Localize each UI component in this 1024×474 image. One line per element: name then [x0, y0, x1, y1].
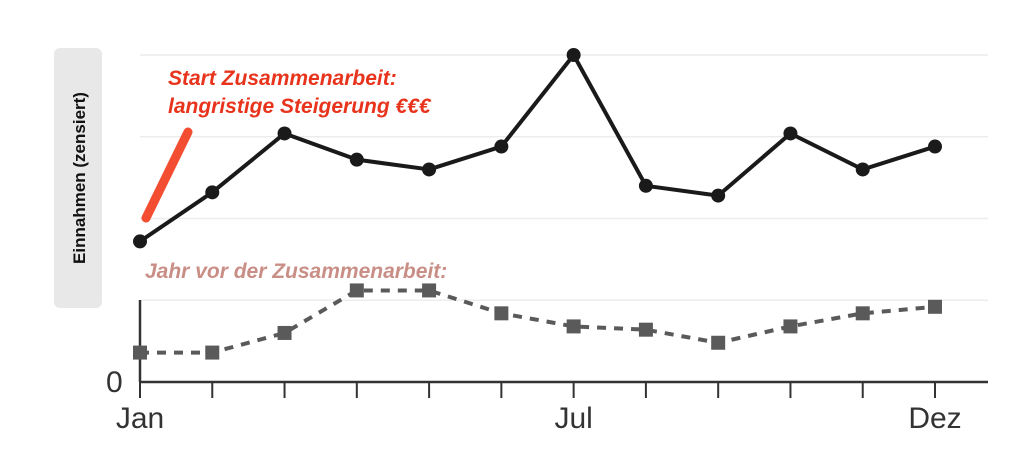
y-axis-label-group: Einnahmen (zensiert)	[54, 48, 102, 308]
x-tick-label: Dez	[908, 402, 961, 435]
point-current	[711, 188, 726, 203]
y-axis-label: Einnahmen (zensiert)	[70, 92, 89, 264]
point-current	[205, 185, 220, 200]
point-previous-year	[566, 319, 581, 334]
y-axis-label-blur	[54, 48, 102, 308]
point-previous-year	[928, 299, 942, 314]
point-previous-year	[277, 325, 292, 340]
point-previous-year	[638, 322, 653, 337]
point-previous-year	[711, 335, 726, 350]
series-current	[133, 48, 942, 249]
point-current	[349, 152, 364, 167]
series-line-previous-year	[140, 288, 936, 355]
point-current	[783, 126, 798, 141]
point-current	[133, 234, 147, 249]
point-previous-year	[205, 345, 220, 360]
x-tick-label: Jul	[554, 402, 592, 435]
y-tick-label-zero: 0	[106, 366, 123, 399]
series-previous-year	[133, 283, 942, 360]
annotation-previous-year: Jahr vor der Zusammenarbeit:	[145, 260, 447, 283]
annotation-start-line-2: langristige Steigerung €€€	[168, 95, 432, 118]
annotation-start: Start Zusammenarbeit: langristige Steige…	[168, 67, 432, 118]
point-current	[855, 162, 870, 177]
point-previous-year	[855, 306, 870, 321]
point-current	[422, 162, 437, 177]
point-current	[566, 48, 581, 62]
point-current	[928, 139, 942, 154]
point-current	[277, 126, 292, 141]
point-previous-year	[133, 345, 147, 360]
highlight-stroke	[141, 127, 193, 223]
x-tick-label: Jan	[116, 402, 164, 435]
point-previous-year	[349, 283, 364, 298]
highlight-marker	[141, 127, 193, 223]
point-current	[638, 178, 653, 193]
annotation-start-line-1: Start Zusammenarbeit:	[168, 67, 397, 90]
x-axis: Jan Jul Dez	[116, 300, 988, 435]
series-line-current	[138, 53, 936, 244]
point-previous-year	[783, 319, 798, 334]
point-previous-year	[494, 306, 509, 321]
point-previous-year	[422, 283, 437, 298]
point-current	[494, 139, 509, 154]
